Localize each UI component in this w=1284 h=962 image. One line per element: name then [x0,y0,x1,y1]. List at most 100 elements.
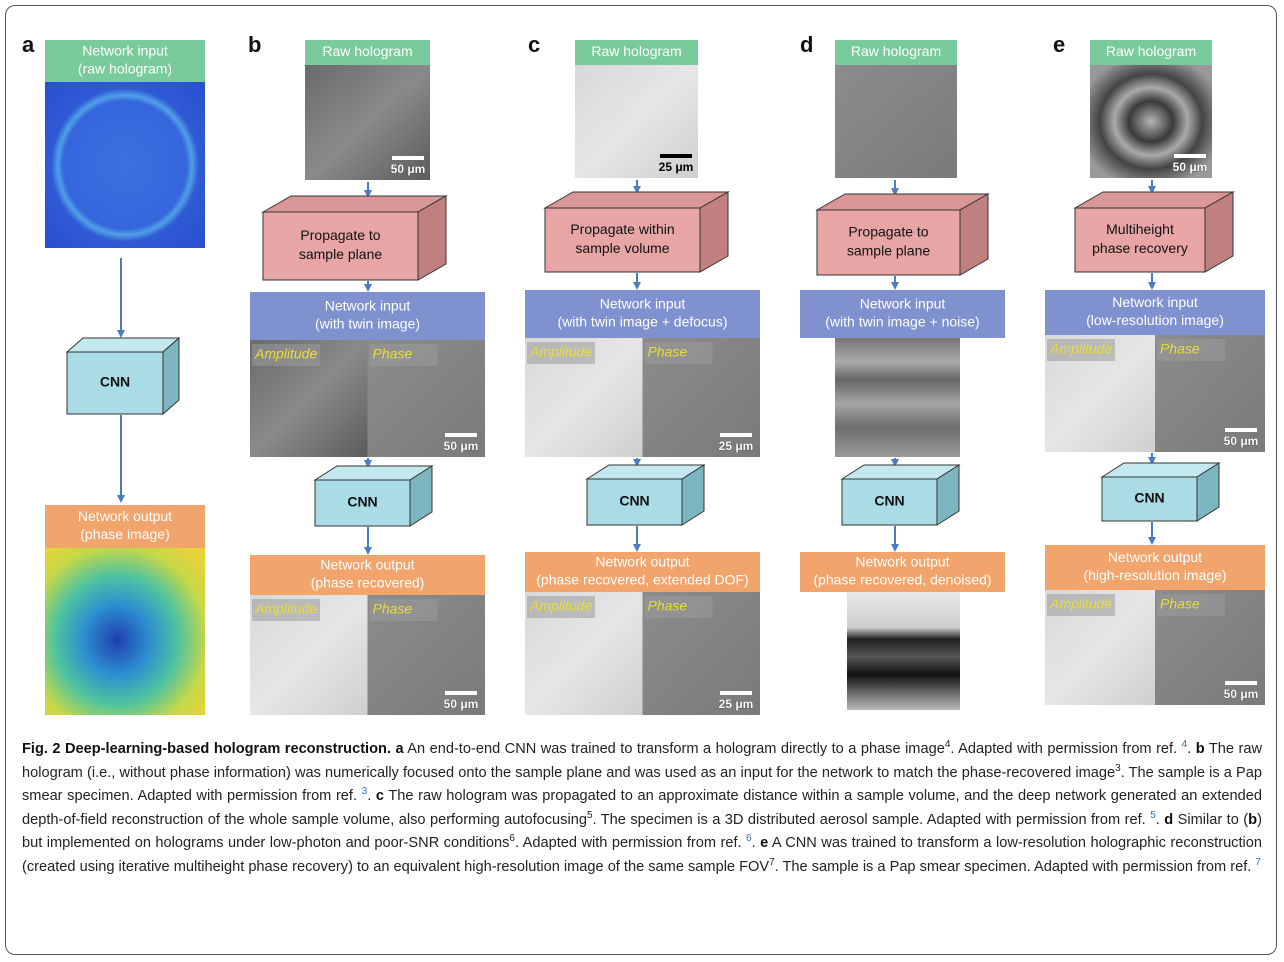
scale-bar [720,691,752,695]
process-box-top [263,196,446,212]
scale-bar [1225,428,1257,432]
caption-text: . [752,835,756,851]
process-box-label: sample plane [299,246,382,262]
input-label: (low-resolution image) [1086,312,1224,328]
scale-bar [1174,154,1206,158]
image-tag: Amplitude [529,344,592,360]
process-box-label: Multiheight [1106,221,1174,237]
process-box-label: Propagate to [300,227,380,243]
raw-label: Raw hologram [1106,43,1196,59]
scale-label: 50 μm [1224,687,1259,701]
scale-bar [445,691,477,695]
scale-label: 50 μm [444,439,479,453]
caption-text: . Adapted with permission from ref. [950,741,1177,757]
scale-bar [660,154,692,158]
cnn-box-label: CNN [874,493,904,509]
output-label: (phase image) [80,526,170,542]
panel-ref: d [1164,812,1173,828]
panel-ref: e [760,835,768,851]
caption-text: Similar to ( [1178,812,1249,828]
output-label: (phase recovered) [311,575,425,591]
output-label: Network output [1108,549,1202,565]
scale-label: 50 μm [1224,434,1259,448]
input-label: (raw hologram) [78,61,172,77]
cnn-box-side [163,338,179,414]
panel-ref: b [1196,741,1205,757]
caption-text: . Adapted with permission from ref. [515,835,742,851]
caption-text: An end-to-end CNN was trained to transfo… [407,741,945,757]
figure: a Network input (raw hologram) CNN Network o… [0,0,1284,725]
input-label: Network input [600,296,686,312]
raw-label: Raw hologram [591,43,681,59]
output-label: Network output [320,557,414,573]
cnn-box-label: CNN [100,374,130,390]
image-tag: Phase [373,601,413,617]
caption-title: Fig. 2 Deep-learning-based hologram reco… [22,741,391,757]
image-tag: Amplitude [254,601,317,617]
process-box-top [817,194,988,210]
output-label: Network output [595,554,689,570]
scale-label: 25 μm [719,439,754,453]
cnn-box-label: CNN [1134,490,1164,506]
input-label: Network input [325,298,411,314]
process-box-label: sample volume [575,240,669,256]
raw-label: Raw hologram [851,43,941,59]
process-box-label: Propagate within [570,221,674,237]
output-image [847,592,960,710]
process-box-top [545,192,728,208]
output-label: (phase recovered, denoised) [813,572,991,588]
input-label: (with twin image + defocus) [557,314,727,330]
caption-text: . [367,788,371,804]
input-label: Network input [860,296,946,312]
image-tag: Phase [373,346,413,362]
input-image [835,338,960,457]
image-tag: Phase [648,598,688,614]
caption-text: . [1156,812,1160,828]
scale-label: 25 μm [659,160,694,174]
output-label: (high-resolution image) [1083,567,1226,583]
scale-bar [445,433,477,437]
panel-letter: b [248,32,261,57]
output-label: Network output [855,554,949,570]
body: {"panels": [ {"letter": "a", "input_labe… [0,0,1284,962]
input-label: (with twin image + noise) [825,314,979,330]
caption-text: . [1187,741,1191,757]
process-box-label: phase recovery [1092,240,1188,256]
scale-label: 25 μm [719,697,754,711]
image-tag: Amplitude [1049,596,1112,612]
phase-image [45,548,205,715]
cnn-box-top [67,338,179,352]
panel-letter: c [528,32,540,57]
citation-link[interactable]: 7 [1255,857,1261,868]
input-label: Network input [82,43,168,59]
panel-ref: c [376,788,384,804]
panel-letter: e [1053,32,1065,57]
caption: Fig. 2 Deep-learning-based hologram reco… [22,738,1262,880]
panel-letter: d [800,32,813,57]
output-label: Network output [78,508,172,524]
input-label: (with twin image) [315,316,420,332]
cnn-box-label: CNN [619,493,649,509]
panel-ref: a [395,741,403,757]
scale-bar [1225,681,1257,685]
input-label: Network input [1112,294,1198,310]
panel-letter: a [22,32,35,57]
raw-label: Raw hologram [322,43,412,59]
output-label: (phase recovered, extended DOF) [536,572,748,588]
scale-bar [720,433,752,437]
scale-label: 50 μm [444,697,479,711]
process-box-label: sample plane [847,243,930,259]
hologram-image [45,82,205,248]
image-tag: Phase [648,344,688,360]
image-tag: Amplitude [254,346,317,362]
caption-text: . The specimen is a 3D distributed aeros… [593,812,1146,828]
page: Fig. 2 html, body { margin: 0; padding: … [0,0,1284,962]
scale-bar [392,156,424,160]
image-tag: Amplitude [1049,341,1112,357]
image-tag: Phase [1160,341,1200,357]
image-tag: Amplitude [529,598,592,614]
panel-ref: b [1248,812,1257,828]
scale-label: 50 μm [1173,160,1208,174]
caption-text: . The sample is a Pap smear specimen. Ad… [775,859,1252,875]
raw-hologram [835,65,957,178]
